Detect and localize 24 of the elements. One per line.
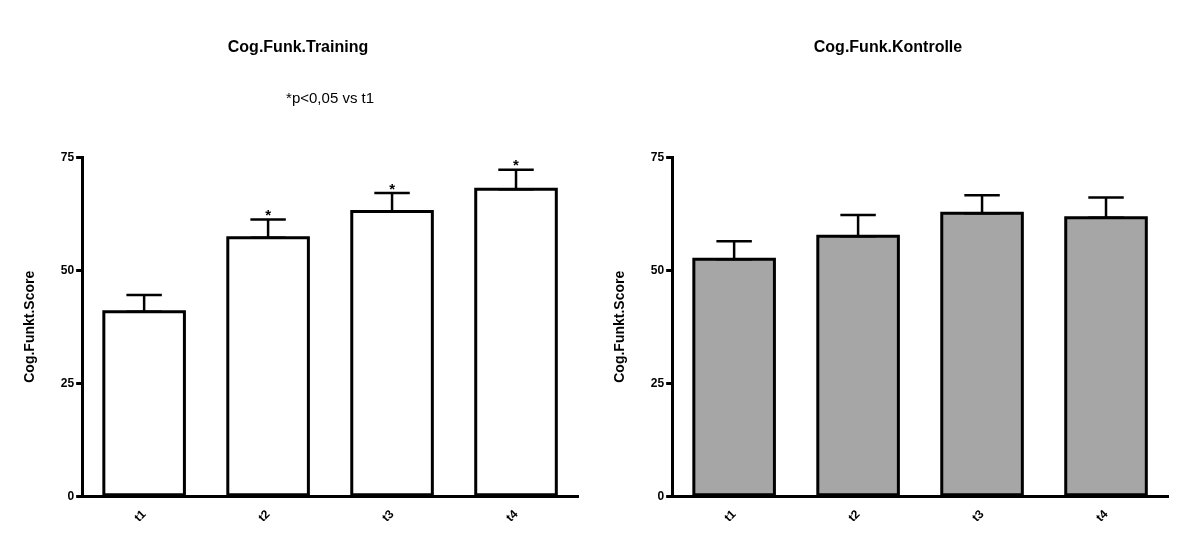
x-tick-label: t4: [503, 506, 521, 525]
y-tick-label: 75: [60, 149, 75, 164]
y-tick-label: 25: [60, 375, 75, 390]
text: *p<0,05 vs t1: [286, 89, 375, 107]
y-tick-label: 75: [650, 149, 665, 164]
annotation: *: [389, 179, 396, 197]
x-tick-label: t1: [131, 506, 149, 525]
x-tick-label: t4: [1093, 506, 1111, 525]
y-tick-label: 25: [650, 375, 665, 390]
y-axis-title: Cog.Funkt.Score: [611, 270, 628, 383]
x-tick-label: t2: [845, 506, 863, 525]
annotation: *: [265, 206, 272, 224]
annotation: *: [513, 156, 520, 174]
chart-title: Cog.Funk.Training: [227, 38, 369, 56]
y-axis-title: Cog.Funkt.Score: [21, 270, 38, 383]
y-tick-label: 50: [650, 262, 665, 277]
chart-title: Cog.Funk.Kontrolle: [813, 38, 963, 56]
x-tick-label: t3: [969, 506, 987, 525]
y-tick-label: 0: [67, 488, 75, 503]
y-tick-label: 50: [60, 262, 75, 277]
x-tick-label: t2: [255, 506, 273, 525]
x-tick-label: t1: [721, 506, 739, 525]
x-tick-label: t3: [379, 506, 397, 525]
y-tick-label: 0: [657, 488, 665, 503]
